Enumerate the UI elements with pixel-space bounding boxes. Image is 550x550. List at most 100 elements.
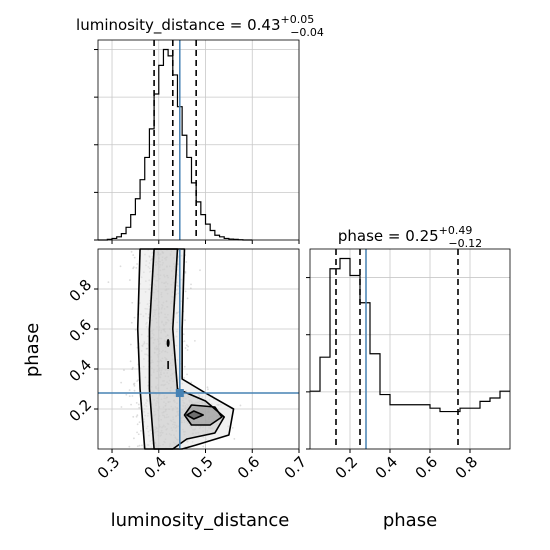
sample-point (132, 383, 135, 386)
sample-point (133, 316, 136, 319)
sample-point (184, 290, 187, 293)
phase-hist-xtick-label: 0.6 (412, 453, 442, 483)
sample-point (133, 384, 136, 387)
sample-point (134, 328, 137, 331)
ld-hist-bg (98, 40, 299, 240)
sample-point (138, 406, 141, 409)
phase-hist-bg (310, 249, 510, 449)
joint-frame (97, 248, 300, 450)
density-fill-middle (149, 249, 225, 449)
x-axis-label-luminosity-distance: luminosity_distance (111, 510, 290, 531)
sample-point (123, 369, 125, 371)
sample-point (206, 386, 209, 389)
ld-histogram-panel (94, 39, 300, 244)
sample-point (137, 379, 139, 381)
sample-point (139, 429, 142, 432)
sample-point (184, 271, 187, 274)
sample-point (184, 319, 186, 322)
sample-point (128, 279, 131, 281)
sample-point (131, 395, 134, 397)
phase-hist-xtick-label: 0.4 (372, 453, 402, 483)
sample-point (185, 344, 188, 347)
sample-point (132, 266, 135, 269)
sample-point (120, 406, 123, 408)
sample-point (184, 347, 187, 349)
sample-point (186, 297, 189, 300)
sample-point (133, 382, 136, 385)
sample-point (141, 444, 143, 447)
sample-point (231, 426, 234, 429)
ld-title: luminosity_distance = 0.43+0.05 −0.04 (76, 13, 324, 39)
sample-point (185, 261, 188, 263)
phase-hist-xtick-label: 0.8 (452, 453, 482, 483)
sample-point (120, 381, 123, 384)
ld-title-base: luminosity_distance = 0.43 (76, 16, 280, 35)
phase-title-sup: +0.49 (439, 224, 473, 237)
sample-point (136, 431, 138, 434)
sample-point (183, 340, 186, 343)
sample-point (189, 287, 192, 290)
sample-point (133, 389, 136, 392)
ld-title-sub: −0.04 (290, 26, 324, 39)
x-axis-label-phase: phase (383, 510, 437, 531)
joint-ytick-label: 0.4 (66, 356, 96, 386)
sample-point (233, 437, 236, 440)
joint-xtick-label: 0.7 (281, 453, 311, 483)
sample-point (130, 250, 133, 253)
sample-point (135, 401, 138, 404)
ld-hist-frame (97, 39, 300, 241)
sample-point (190, 381, 193, 384)
joint-xtick-label: 0.5 (187, 453, 217, 483)
joint-xtick-label: 0.4 (140, 453, 170, 483)
sample-point (132, 254, 135, 256)
sample-point (131, 368, 134, 371)
phase-hist-frame (309, 248, 511, 450)
contour-inner (183, 404, 223, 426)
joint-panel: 0.3 0.4 0.5 0.6 0.7 0.2 0.4 0.6 0.8 (66, 248, 311, 483)
sample-point (137, 403, 140, 406)
sample-point (202, 445, 205, 448)
contour-island (166, 339, 170, 347)
sample-point (182, 333, 185, 336)
sample-point (133, 437, 135, 440)
sample-point (128, 389, 131, 392)
y-axis-label-phase: phase (22, 323, 43, 377)
sample-point (190, 283, 192, 286)
joint-ytick-label: 0.8 (66, 276, 96, 306)
phase-hist-step (310, 257, 510, 413)
joint-xtick-label: 0.6 (234, 453, 264, 483)
sample-point (136, 414, 139, 417)
ld-hist-step (98, 48, 253, 241)
sample-point (193, 340, 196, 342)
sample-point (128, 395, 131, 398)
sample-point (128, 445, 131, 448)
phase-histogram-panel: 0.2 0.4 0.6 0.8 (306, 248, 511, 483)
sample-point (207, 388, 209, 391)
sample-point (131, 301, 134, 304)
sample-point (107, 281, 110, 284)
phase-title-sub: −0.12 (448, 237, 482, 250)
sample-point (135, 267, 138, 269)
joint-ytick-label: 0.6 (66, 316, 96, 346)
ld-title-sup: +0.05 (281, 13, 315, 26)
sample-point (186, 373, 188, 376)
sample-point (133, 256, 136, 259)
sample-point (136, 423, 139, 426)
sample-point (138, 421, 141, 424)
sample-point (132, 415, 135, 418)
sample-point (132, 267, 135, 270)
sample-point (187, 345, 190, 348)
sample-point (135, 415, 138, 418)
sample-point (130, 321, 133, 324)
contour-core (186, 410, 204, 420)
sample-point (131, 366, 134, 369)
sample-point (129, 343, 132, 346)
sample-point (137, 433, 140, 436)
sample-point (119, 265, 122, 268)
sample-point (138, 444, 141, 447)
sample-point (239, 404, 242, 407)
sample-point (130, 403, 132, 406)
sample-point (136, 263, 138, 265)
